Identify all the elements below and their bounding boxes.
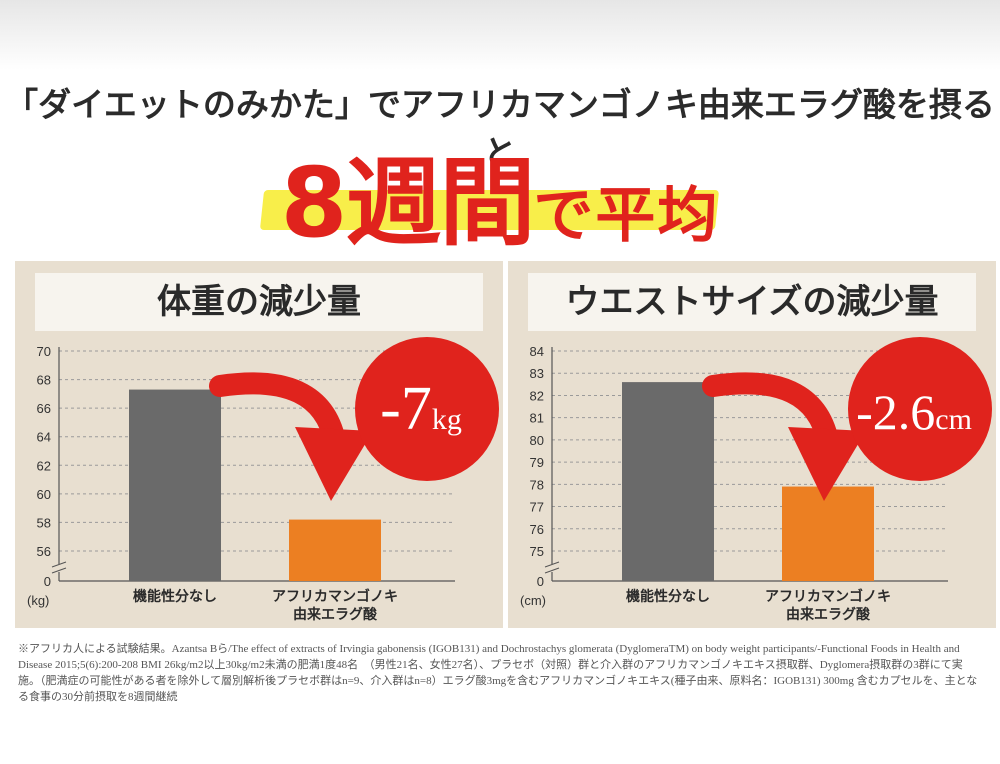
axis-break-mark [51,561,67,568]
y-tick-label: 84 [530,344,544,359]
y-tick-label: 78 [530,477,544,492]
y-tick-label: 81 [530,411,544,426]
y-unit-label: (kg) [27,593,49,608]
reduction-value: -7 [380,375,432,443]
waist-chart-title: ウエストサイズの減少量 [528,273,976,331]
weight-chart-title: 体重の減少量 [35,273,483,331]
waist-chart: 0 75 76 77 78 79 80 81 82 83 84 (cm) 機能性分なし アフリカマンゴノキ… [520,337,992,623]
x-category-label: 機能性分なし [133,588,217,605]
y-tick-label: 82 [530,388,544,403]
y-tick-label: 80 [530,433,544,448]
bar [289,519,381,581]
x-category-label: 機能性分なし [626,588,710,605]
bar [129,389,221,581]
y-tick-label: 77 [530,500,544,515]
bar [622,382,714,581]
subheadline-number: 8週間 [280,147,536,259]
x-category-label: アフリカマンゴノキ由来エラグ酸 [272,588,398,623]
x-category-label: アフリカマンゴノキ由来エラグ酸 [765,588,891,623]
trend-arrow-shaft [209,372,346,452]
y-tick-label: 56 [37,544,51,559]
y-tick-label: 58 [37,515,51,530]
y-tick-label: 66 [37,401,51,416]
reduction-callout-circle [848,337,992,481]
reduction-callout: -7kg [380,375,462,443]
y-tick-label: 0 [44,574,51,589]
weight-chart-panel: 体重の減少量 0 56 58 60 62 64 66 68 70 (kg) 機能性分なし アフリカマン… [15,261,503,628]
axis-break-mark [544,567,560,574]
bar [782,486,874,581]
y-tick-label: 62 [37,458,51,473]
subheadline: 8週間で平均 [0,125,1000,264]
y-tick-label: 76 [530,522,544,537]
reduction-unit: cm [935,403,972,436]
reduction-unit: kg [432,403,462,436]
y-tick-label: 79 [530,455,544,470]
y-tick-label: 68 [37,373,51,388]
top-gradient-band [0,0,1000,70]
subheadline-text: で平均 [533,181,720,251]
y-tick-label: 83 [530,366,544,381]
reduction-callout-circle [355,337,499,481]
headline: 「ダイエットのみかた」でアフリカマンゴノキ由来エラグ酸を摂ると [5,85,995,172]
y-tick-label: 0 [537,574,544,589]
y-tick-label: 64 [37,430,51,445]
axis-break-mark [51,567,67,574]
y-tick-label: 75 [530,544,544,559]
y-unit-label: (cm) [520,593,546,608]
y-tick-label: 60 [37,487,51,502]
reduction-value: -2.6 [856,384,935,440]
axis-break-gap [545,564,559,572]
footnote: ※アフリカ人による試験結果。Azantsa Bら/The effect of e… [18,643,978,703]
weight-chart: 0 56 58 60 62 64 66 68 70 (kg) 機能性分なし アフリカマンゴノキ由来エラ… [27,337,499,623]
axis-break-gap [52,564,66,572]
trend-arrow-head [295,427,373,501]
reduction-callout: -2.6cm [856,384,972,440]
trend-arrow-head [788,427,866,501]
y-tick-label: 70 [37,344,51,359]
waist-chart-panel: ウエストサイズの減少量 0 75 76 77 78 79 80 81 82 83 84 (cm) 機能性… [508,261,996,628]
trend-arrow-shaft [702,372,839,452]
axis-break-mark [544,561,560,568]
